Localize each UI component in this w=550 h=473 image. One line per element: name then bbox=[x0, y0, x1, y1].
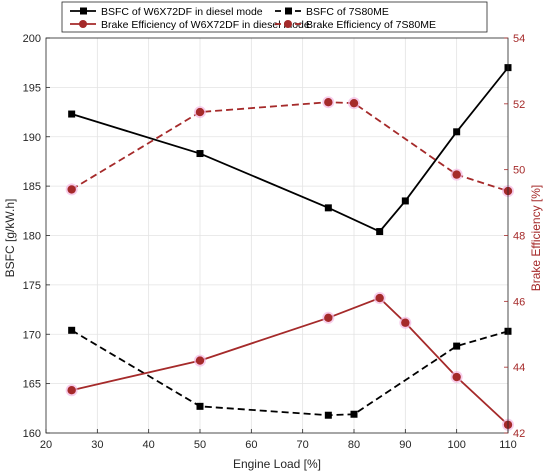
x-tick-label: 60 bbox=[245, 439, 257, 451]
legend: BSFC of W6X72DF in diesel mode BSFC of 7S… bbox=[61, 1, 488, 33]
x-tick-label: 90 bbox=[399, 439, 411, 451]
data-point bbox=[453, 342, 461, 350]
data-point bbox=[375, 293, 384, 303]
legend-label: BSFC of 7S80ME bbox=[306, 6, 389, 18]
data-point bbox=[376, 228, 384, 236]
data-point bbox=[68, 110, 76, 118]
x-tick-label: 20 bbox=[40, 439, 52, 451]
y-left-tick-label: 180 bbox=[23, 231, 41, 243]
y-right-tick-label: 44 bbox=[513, 362, 525, 374]
data-point bbox=[324, 411, 332, 419]
x-tick-label: 30 bbox=[91, 439, 103, 451]
x-tick-label: 100 bbox=[447, 439, 465, 451]
series-layer bbox=[65, 64, 514, 431]
y-left-tick-label: 195 bbox=[23, 82, 41, 94]
data-point bbox=[324, 313, 333, 322]
series-line bbox=[71, 329, 509, 417]
legend-marker bbox=[284, 20, 292, 28]
data-point bbox=[67, 386, 76, 395]
x-tick-label: 70 bbox=[297, 439, 309, 451]
y-left-tick-label: 170 bbox=[23, 329, 41, 341]
legend-item: BSFC of 7S80ME bbox=[275, 6, 389, 18]
data-point bbox=[324, 204, 332, 212]
x-tick-label: 80 bbox=[348, 439, 360, 451]
legend-item: Brake Efficiency of W6X72DF in diesel mo… bbox=[70, 19, 310, 31]
data-point bbox=[350, 410, 358, 418]
y-right-tick-label: 42 bbox=[513, 428, 525, 440]
series-1 bbox=[68, 64, 512, 236]
legend-item: Brake Efficiency of 7S80ME bbox=[275, 19, 436, 31]
y-right-axis-title: Brake Efficiency [%] bbox=[529, 185, 543, 292]
y-right-tick-label: 46 bbox=[513, 296, 525, 308]
legend-marker bbox=[79, 20, 87, 28]
legend-box bbox=[61, 1, 488, 33]
series-2 bbox=[68, 326, 512, 419]
data-point bbox=[401, 318, 410, 327]
series-line bbox=[71, 296, 509, 426]
data-point bbox=[196, 402, 204, 410]
data-point bbox=[195, 356, 205, 365]
legend-label: BSFC of W6X72DF in diesel mode bbox=[101, 6, 263, 18]
series-line bbox=[71, 67, 509, 233]
data-point bbox=[196, 150, 204, 158]
series-line bbox=[71, 101, 509, 192]
data-point bbox=[453, 128, 461, 136]
tick-marks bbox=[45, 37, 509, 434]
legend-item: BSFC of W6X72DF in diesel mode bbox=[70, 6, 263, 18]
data-point bbox=[195, 107, 205, 117]
legend-marker bbox=[285, 7, 292, 15]
data-point bbox=[68, 326, 76, 334]
grid-lines bbox=[45, 37, 509, 434]
legend-label: Brake Efficiency of 7S80ME bbox=[306, 19, 436, 31]
data-point bbox=[452, 372, 461, 382]
y-left-tick-label: 175 bbox=[23, 280, 41, 292]
y-right-tick-label: 54 bbox=[513, 33, 525, 45]
y-right-tick-label: 50 bbox=[513, 165, 525, 177]
legend-label: Brake Efficiency of W6X72DF in diesel mo… bbox=[101, 19, 310, 31]
y-left-axis-title: BSFC [g/kW.h] bbox=[3, 199, 17, 278]
y-left-tick-label: 165 bbox=[23, 379, 41, 391]
y-right-tick-label: 52 bbox=[513, 99, 525, 111]
y-left-tick-labels: 160 165 170 175 180 185 190 195 200 bbox=[23, 33, 41, 440]
data-point bbox=[349, 98, 359, 108]
legend-marker bbox=[80, 7, 87, 15]
y-right-tick-label: 48 bbox=[513, 231, 525, 243]
data-point bbox=[324, 97, 333, 107]
series-3 bbox=[65, 292, 514, 431]
y-left-tick-label: 190 bbox=[23, 132, 41, 144]
y-left-tick-label: 200 bbox=[23, 33, 41, 45]
y-left-tick-label: 185 bbox=[23, 181, 41, 193]
x-tick-labels: 20 30 40 50 60 70 80 90 100 110 bbox=[40, 439, 517, 451]
x-tick-label: 40 bbox=[143, 439, 155, 451]
y-left-tick-label: 160 bbox=[23, 428, 41, 440]
data-point bbox=[452, 170, 461, 179]
x-tick-label: 50 bbox=[194, 439, 206, 451]
x-tick-label: 110 bbox=[499, 439, 517, 451]
data-point bbox=[67, 185, 76, 194]
x-axis-title: Engine Load [%] bbox=[233, 457, 321, 471]
y-right-tick-labels: 42 44 46 48 50 52 54 bbox=[513, 33, 525, 440]
data-point bbox=[401, 197, 409, 205]
